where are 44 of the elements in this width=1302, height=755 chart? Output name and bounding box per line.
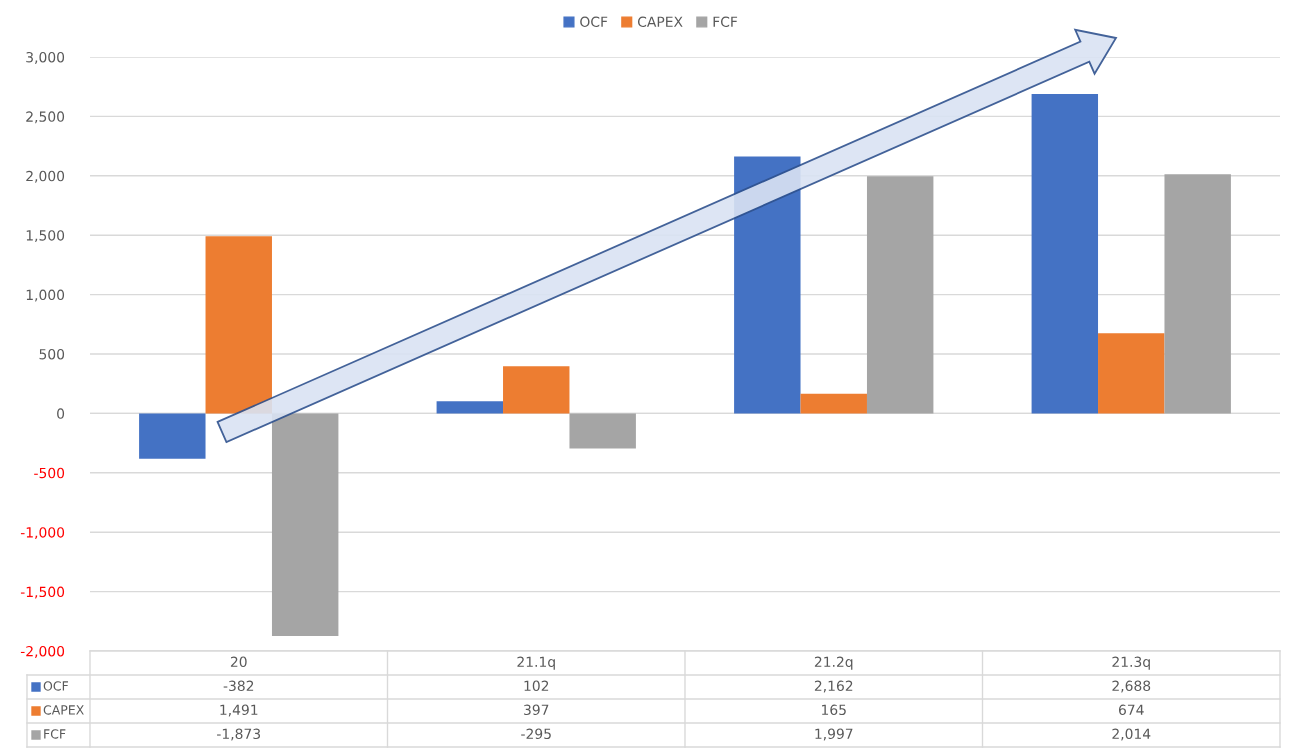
bar xyxy=(205,236,272,414)
y-tick-label: -500 xyxy=(34,467,65,479)
bar xyxy=(1031,94,1099,414)
y-tick-label: 2,500 xyxy=(26,111,65,124)
x-tick-label: 20 xyxy=(230,656,247,668)
bar xyxy=(1164,174,1231,414)
data-label: 2,162 xyxy=(814,680,853,693)
bar xyxy=(1098,333,1165,414)
data-label: -382 xyxy=(223,680,254,692)
y-tick-label: 500 xyxy=(39,348,65,360)
y-tick-label: 0 xyxy=(57,408,65,419)
x-tick-label: 21.2q xyxy=(814,656,853,670)
data-label: 1,997 xyxy=(815,728,853,741)
data-label: -295 xyxy=(521,728,551,740)
x-tick-label: 21.3q xyxy=(1112,656,1150,670)
y-tick-label: -2,000 xyxy=(20,645,65,658)
bar xyxy=(271,413,339,636)
text: CAPEX xyxy=(43,705,84,715)
bar xyxy=(503,366,570,414)
data-label: 2,014 xyxy=(1112,728,1151,741)
data-label: 397 xyxy=(524,704,549,716)
bar xyxy=(569,413,636,449)
text: FCF xyxy=(44,729,66,739)
y-tick-label: 1,500 xyxy=(26,230,65,243)
y-tick-label: -1,000 xyxy=(20,527,65,540)
data-label: 1,491 xyxy=(220,704,258,717)
data-label: -1,873 xyxy=(217,728,261,741)
data-label: 165 xyxy=(822,704,846,716)
data-label: 102 xyxy=(524,680,549,692)
legend-label: CAPEX xyxy=(637,16,683,28)
data-label: 674 xyxy=(1118,704,1144,716)
y-tick-label: -1,500 xyxy=(20,586,65,599)
bar xyxy=(866,176,934,414)
bar xyxy=(436,401,504,414)
bar xyxy=(139,413,206,459)
text: OCF xyxy=(43,681,69,691)
y-tick-label: 1,000 xyxy=(26,289,65,302)
legend-label: FCF xyxy=(713,16,738,28)
legend-label: OCF xyxy=(580,16,608,28)
data-label: 2,688 xyxy=(1112,680,1151,693)
y-tick-label: 3,000 xyxy=(26,51,65,64)
bar xyxy=(800,393,867,414)
x-tick-label: 21.1q xyxy=(517,656,555,670)
y-tick-label: 2,000 xyxy=(26,170,65,183)
